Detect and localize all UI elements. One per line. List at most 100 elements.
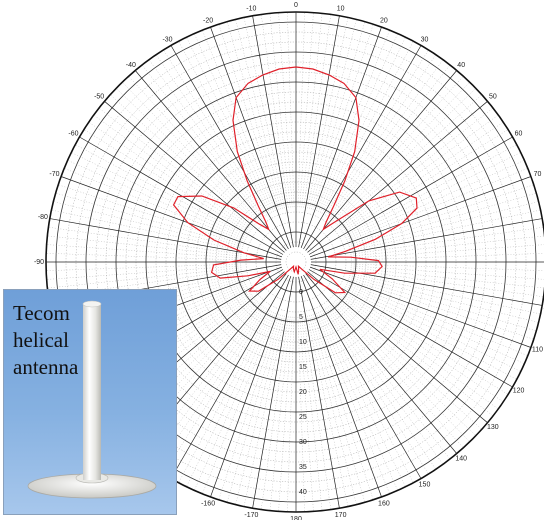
polar-spoke <box>128 76 260 222</box>
antenna-caption: Tecom helical antenna <box>13 300 93 381</box>
radial-tick-label: 40 <box>299 489 307 496</box>
radial-tick-label: 25 <box>299 414 307 421</box>
polar-spoke <box>309 266 532 348</box>
angular-tick-label: 20 <box>380 17 388 24</box>
polar-spoke <box>336 298 482 430</box>
angular-tick-label: 40 <box>457 62 465 69</box>
angular-tick-label: 140 <box>455 456 467 463</box>
polar-spoke <box>235 19 283 209</box>
polar-spoke <box>47 235 242 257</box>
angular-tick-label: 130 <box>487 424 499 431</box>
angular-tick-label: 170 <box>335 512 347 519</box>
polar-spoke <box>319 37 406 213</box>
polar-spoke <box>194 312 274 491</box>
polar-spoke <box>269 13 291 208</box>
angular-tick-label: -70 <box>49 171 59 178</box>
polar-spoke <box>116 88 257 224</box>
polar-spoke <box>321 41 414 214</box>
polar-spoke <box>218 24 280 210</box>
polar-spoke <box>218 314 280 500</box>
polar-spoke <box>269 316 291 511</box>
angular-tick-label: 150 <box>419 481 431 488</box>
polar-spoke <box>309 19 357 209</box>
angular-tick-label: 50 <box>489 94 497 101</box>
polar-spoke <box>342 290 509 395</box>
angular-tick-label: -160 <box>201 500 215 507</box>
polar-spoke <box>340 294 499 410</box>
polar-spoke <box>349 275 539 323</box>
polar-spoke <box>178 310 271 483</box>
polar-spoke <box>299 12 314 208</box>
polar-spoke <box>350 235 544 257</box>
polar-spoke <box>135 70 287 251</box>
polar-spoke <box>328 59 444 218</box>
polar-spoke <box>301 316 323 511</box>
polar-ring <box>285 251 307 273</box>
polar-spoke <box>75 144 248 237</box>
antenna-photo-inset: Tecom helical antenna <box>3 289 177 515</box>
polar-spoke <box>305 273 457 454</box>
angular-tick-label: 180 <box>290 516 302 520</box>
polar-spoke <box>346 160 525 240</box>
polar-spoke <box>60 176 283 258</box>
angular-tick-label: 0 <box>294 2 298 9</box>
polar-spoke <box>303 316 331 510</box>
polar-spoke <box>309 315 357 505</box>
polar-spoke <box>334 301 470 442</box>
polar-spoke <box>326 307 436 470</box>
polar-spoke <box>163 308 268 475</box>
polar-spoke <box>53 201 243 249</box>
polar-spoke <box>321 310 414 483</box>
polar-spoke <box>178 41 271 214</box>
polar-spoke <box>341 292 504 402</box>
polar-spoke <box>307 17 349 209</box>
radial-tick-label: 10 <box>299 339 307 346</box>
polar-spoke <box>58 184 244 246</box>
polar-spoke <box>98 107 253 229</box>
polar-spoke <box>329 305 451 460</box>
polar-spoke <box>350 269 544 297</box>
polar-spoke <box>308 269 513 388</box>
polar-spoke <box>67 160 246 240</box>
polar-spoke <box>243 315 285 507</box>
polar-spoke <box>298 15 340 248</box>
polar-spoke <box>141 64 263 219</box>
polar-spoke <box>349 201 539 249</box>
polar-spoke <box>210 26 292 249</box>
polar-spoke <box>310 314 366 503</box>
polar-spoke <box>194 33 274 212</box>
polar-spoke <box>346 282 528 356</box>
angular-tick-label: 110 <box>532 347 543 354</box>
polar-spoke <box>346 284 525 364</box>
polar-spoke <box>51 209 243 251</box>
polar-spoke <box>303 14 331 208</box>
polar-spoke <box>300 26 382 249</box>
polar-spoke <box>310 21 366 210</box>
polar-spoke <box>342 129 509 234</box>
polar-spoke <box>307 271 488 423</box>
polar-spoke <box>298 276 340 509</box>
polar-spoke <box>336 94 482 226</box>
polar-spoke <box>297 316 305 512</box>
polar-spoke <box>287 316 295 512</box>
angular-tick-label: 70 <box>534 171 542 178</box>
polar-spoke <box>309 176 532 258</box>
polar-spoke <box>350 263 544 271</box>
polar-spoke <box>349 209 541 251</box>
radial-tick-labels: 0 5 10 15 20 25 30 35 40 <box>299 289 307 496</box>
polar-spoke <box>350 227 544 255</box>
angular-tick-label: 60 <box>515 130 523 137</box>
polar-spoke <box>287 12 295 208</box>
polar-spoke <box>341 122 504 232</box>
polar-spoke <box>278 316 293 512</box>
polar-spoke <box>104 101 285 253</box>
polar-spoke <box>339 295 494 417</box>
polar-spoke <box>305 70 457 251</box>
polar-spoke <box>328 306 444 465</box>
polar-spoke <box>278 12 293 208</box>
polar-spoke <box>210 275 292 498</box>
polar-spoke <box>252 276 294 509</box>
polar-spoke <box>202 312 276 494</box>
polar-spoke <box>345 285 521 372</box>
